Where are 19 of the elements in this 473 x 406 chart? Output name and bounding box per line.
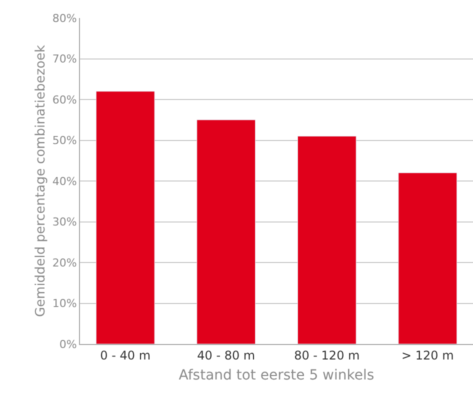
y-tick-label: 50% — [52, 134, 77, 148]
y-tick-label: 70% — [52, 52, 77, 66]
y-tick-label: 80% — [52, 12, 77, 25]
y-tick-label: 60% — [52, 93, 77, 106]
bar — [196, 120, 256, 344]
x-tick-label: 40 - 80 m — [197, 348, 256, 362]
y-tick-label: 20% — [52, 256, 77, 270]
x-tick-label: 0 - 40 m — [100, 348, 151, 362]
x-tick-label: 80 - 120 m — [294, 348, 360, 362]
y-tick-label: 10% — [52, 297, 77, 310]
x-tick-label: > 120 m — [402, 348, 454, 362]
y-axis-title: Gemiddeld percentage combinatiebezoek — [33, 44, 48, 318]
bar — [297, 136, 356, 344]
bar — [398, 172, 458, 344]
y-tick-label: 0% — [59, 338, 77, 351]
x-axis-title: Afstand tot eerste 5 winkels — [178, 368, 374, 384]
y-tick-label: 40% — [52, 174, 77, 188]
y-tick-label: 30% — [52, 216, 77, 229]
bar — [96, 91, 155, 344]
